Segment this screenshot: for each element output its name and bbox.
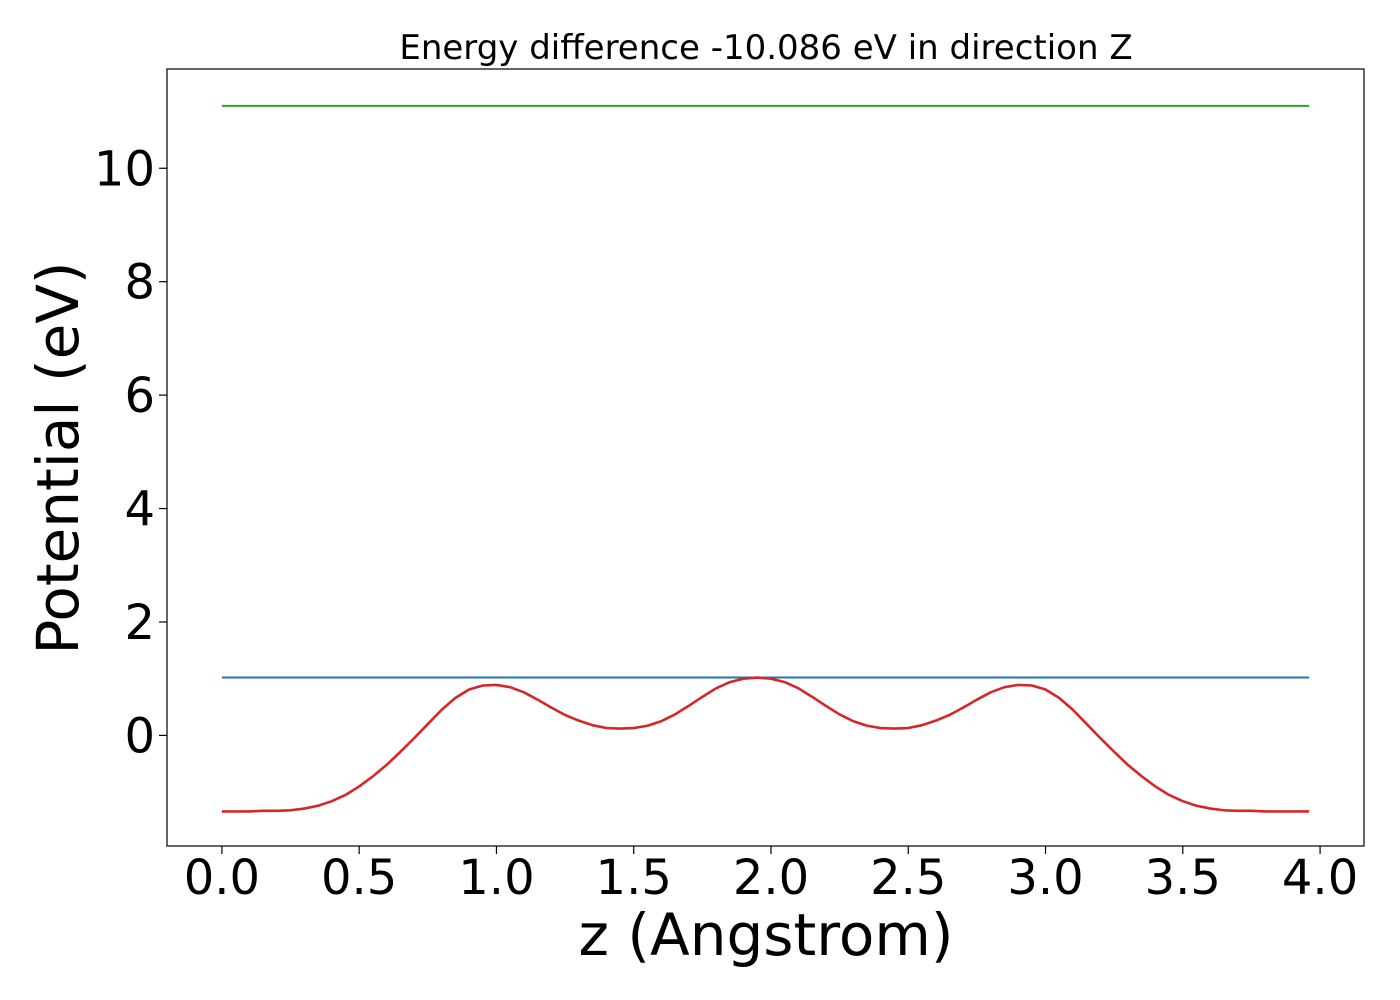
x-tick-label: 3.5 (1145, 850, 1221, 906)
series-layer (221, 104, 1310, 813)
x-tick-label: 2.5 (870, 850, 946, 906)
chart-title: Energy difference -10.086 eV in directio… (399, 28, 1132, 68)
x-tick-label: 4.0 (1282, 850, 1358, 906)
x-tick-label: 1.0 (458, 850, 534, 906)
y-axis-label: Potential (eV) (24, 261, 92, 654)
x-tick-label: 0.0 (184, 850, 260, 906)
y-tick-label: 2 (124, 595, 155, 651)
x-tick-label: 0.5 (321, 850, 397, 906)
y-tick-label: 10 (94, 141, 155, 197)
x-axis-label: z (Angstrom) (579, 901, 954, 969)
x-tick-label: 2.0 (733, 850, 809, 906)
y-tick-label: 8 (124, 255, 155, 311)
plot-area-frame (166, 68, 1365, 847)
y-tick-label: 0 (124, 708, 155, 764)
red-potential-curve (221, 676, 1310, 813)
x-tick-label: 3.0 (1007, 850, 1083, 906)
y-axis-ticks: 0 2 4 6 8 10 (94, 141, 167, 764)
x-tick-label: 1.5 (596, 850, 672, 906)
y-tick-label: 4 (124, 482, 155, 538)
y-tick-label: 6 (124, 368, 155, 424)
x-axis-ticks: 0.0 0.5 1.0 1.5 2.0 2.5 3.0 3.5 4.0 (184, 846, 1358, 906)
